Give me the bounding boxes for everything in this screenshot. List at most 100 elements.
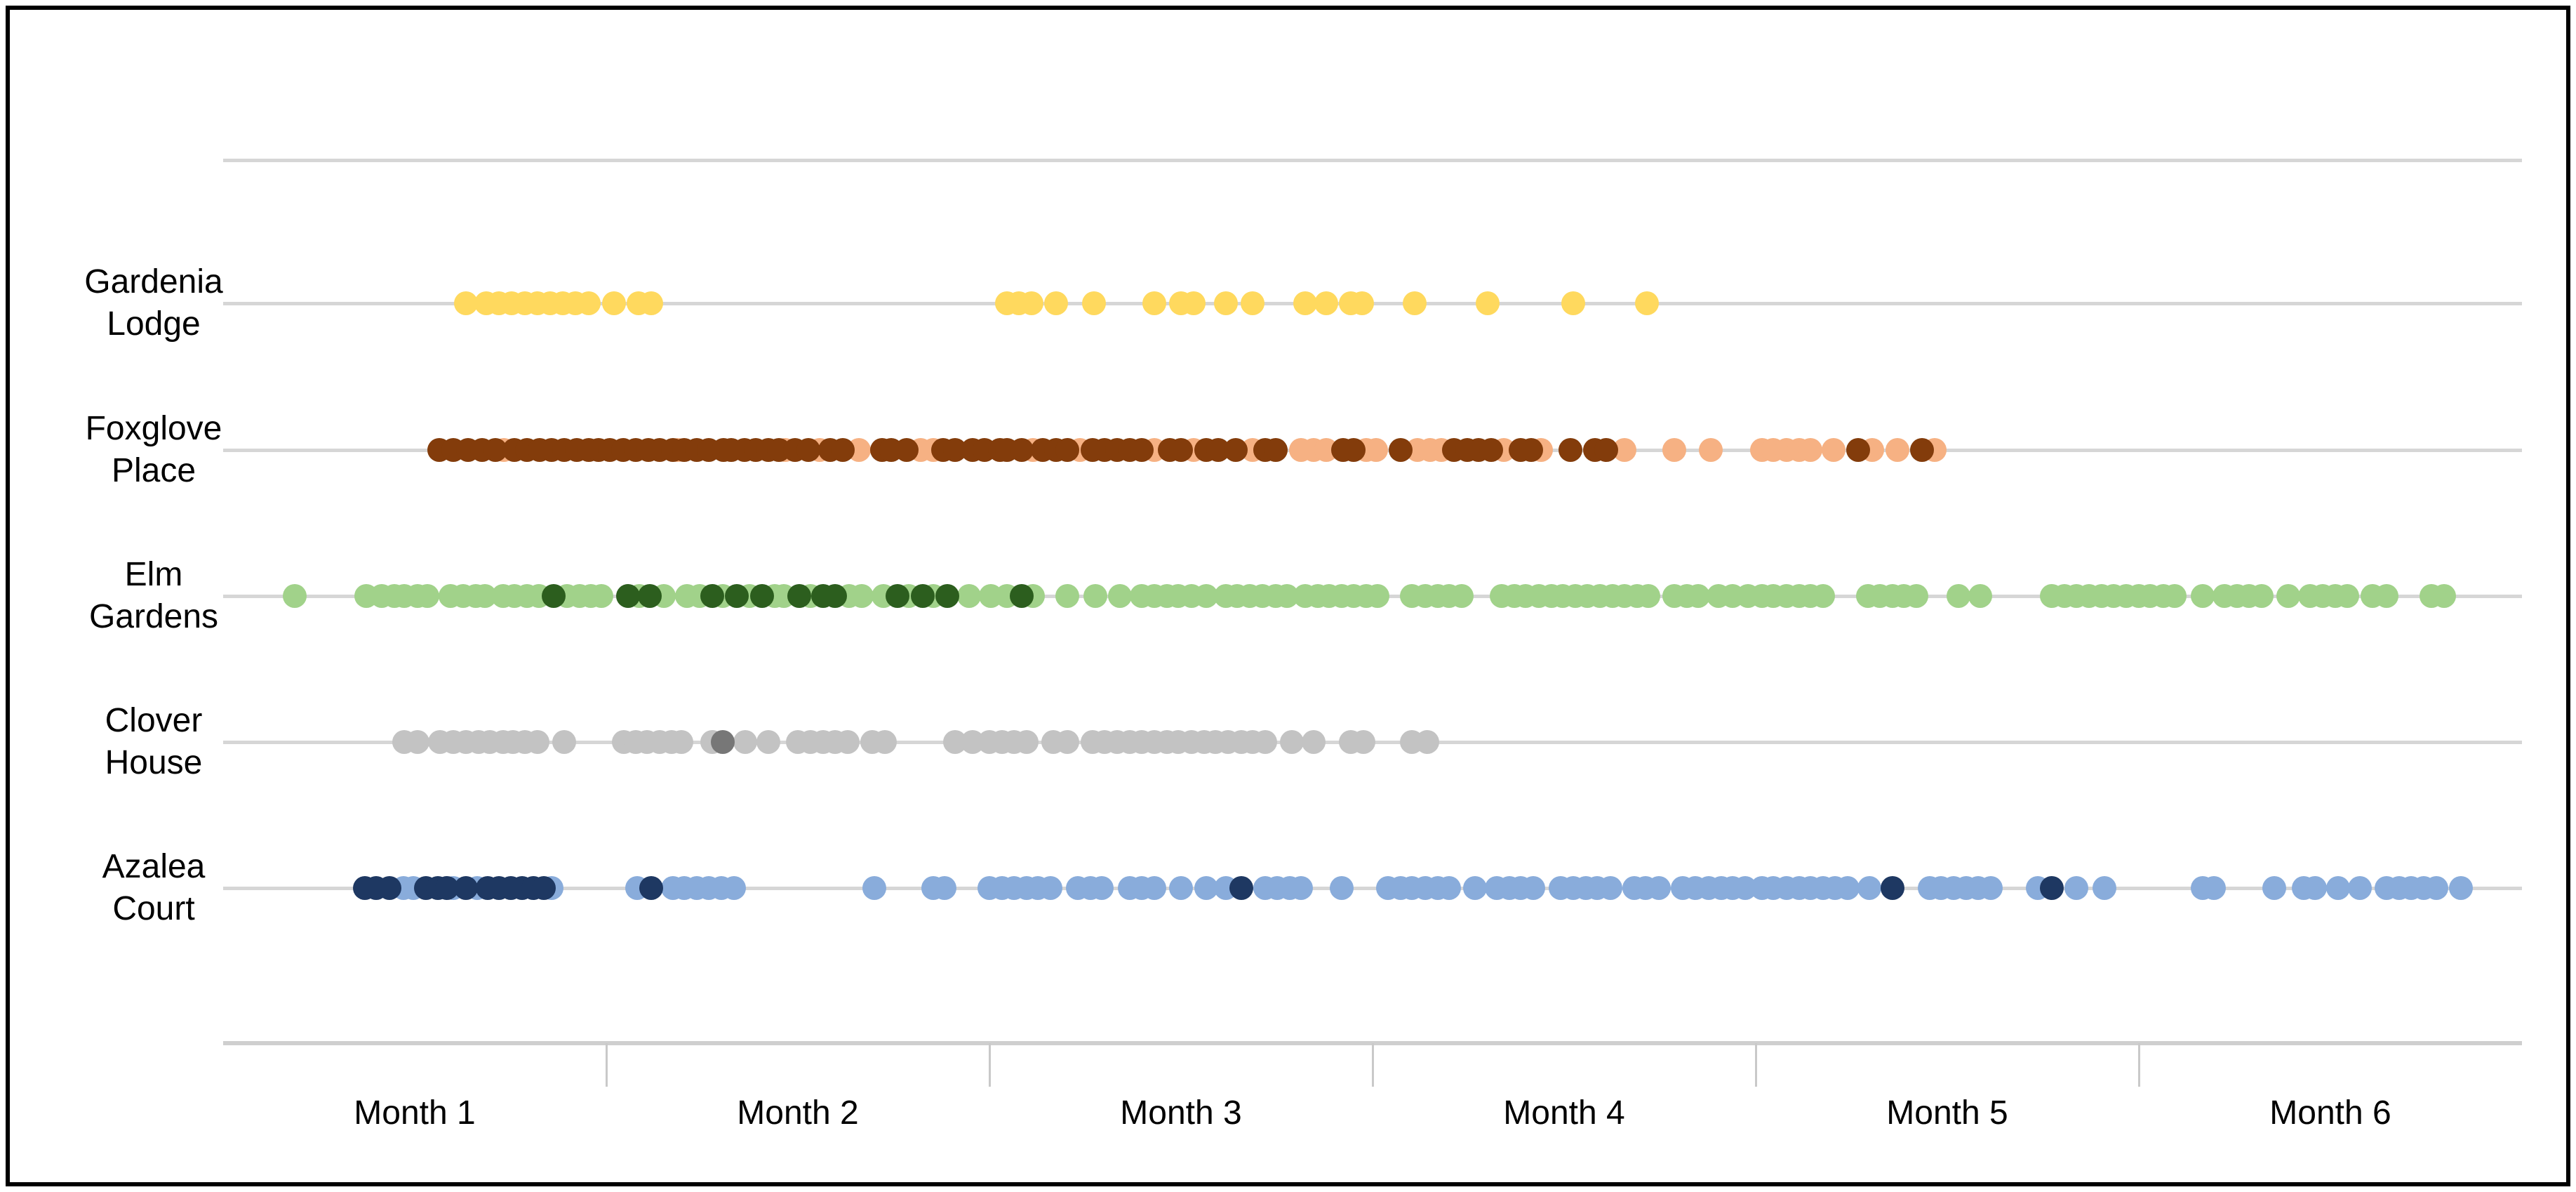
data-dot-dark-foxglove-place xyxy=(796,438,820,462)
data-dot-light-azalea-court xyxy=(1836,876,1860,900)
data-dot-light-azalea-court xyxy=(722,876,746,900)
data-dot-dark-elm-gardens xyxy=(822,584,847,608)
data-dot-light-foxglove-place xyxy=(1798,438,1823,462)
data-dot-light-clover-house xyxy=(525,730,549,754)
data-dot-light-azalea-court xyxy=(2347,876,2372,900)
data-dot-light-azalea-court xyxy=(2424,876,2449,900)
data-dot-dark-elm-gardens xyxy=(637,584,662,608)
data-dot-light-azalea-court xyxy=(1978,876,2003,900)
data-dot-light-gardenia-lodge xyxy=(1350,291,1375,315)
data-dot-light-gardenia-lodge xyxy=(1403,291,1427,315)
data-dot-light-gardenia-lodge xyxy=(639,291,663,315)
data-dot-light-elm-gardens xyxy=(1947,584,1971,608)
x-axis-tick xyxy=(1754,1043,1757,1087)
data-dot-light-elm-gardens xyxy=(282,584,307,608)
row-label-foxglove-place: Foxglove Place xyxy=(27,408,280,492)
data-dot-light-elm-gardens xyxy=(2375,584,2399,608)
data-dot-dark-elm-gardens xyxy=(885,584,909,608)
data-dot-light-azalea-court xyxy=(1598,876,1622,900)
data-dot-light-gardenia-lodge xyxy=(1475,291,1500,315)
data-dot-light-azalea-court xyxy=(2262,876,2286,900)
data-dot-light-gardenia-lodge xyxy=(1240,291,1264,315)
data-dot-dark-elm-gardens xyxy=(1009,584,1034,608)
data-dot-dark-azalea-court xyxy=(377,876,401,900)
data-dot-dark-foxglove-place xyxy=(1846,438,1870,462)
data-dot-dark-azalea-court xyxy=(2040,876,2064,900)
data-dot-light-clover-house xyxy=(1055,730,1080,754)
data-dot-light-clover-house xyxy=(1280,730,1304,754)
data-dot-light-azalea-court xyxy=(1169,876,1193,900)
data-dot-light-azalea-court xyxy=(2448,876,2473,900)
x-axis-label: Month 2 xyxy=(737,1094,859,1132)
data-dot-dark-azalea-court xyxy=(531,876,556,900)
data-dot-dark-foxglove-place xyxy=(1909,438,1934,462)
data-dot-light-azalea-court xyxy=(1039,876,1063,900)
data-dot-light-elm-gardens xyxy=(1686,584,1711,608)
data-dot-dark-elm-gardens xyxy=(935,584,959,608)
data-dot-dark-foxglove-place xyxy=(894,438,919,462)
row-label-gardenia-lodge: Gardenia Lodge xyxy=(27,261,280,345)
data-dot-light-azalea-court xyxy=(1289,876,1314,900)
row-label-line: Azalea xyxy=(102,848,206,885)
row-label-line: Foxglove xyxy=(85,410,222,447)
data-dot-dark-clover-house xyxy=(710,730,735,754)
data-dot-light-foxglove-place xyxy=(1886,438,1910,462)
data-dot-light-azalea-court xyxy=(1437,876,1462,900)
data-dot-light-elm-gardens xyxy=(2162,584,2187,608)
data-dot-light-azalea-court xyxy=(862,876,887,900)
data-dot-light-elm-gardens xyxy=(2335,584,2359,608)
data-dot-light-gardenia-lodge xyxy=(1635,291,1660,315)
data-dot-dark-foxglove-place xyxy=(1519,438,1543,462)
data-dot-dark-foxglove-place xyxy=(1009,438,1034,462)
data-dot-light-elm-gardens xyxy=(2249,584,2274,608)
data-dot-light-elm-gardens xyxy=(1366,584,1390,608)
data-dot-light-elm-gardens xyxy=(1904,584,1929,608)
row-label-line: Court xyxy=(112,890,195,927)
data-dot-light-gardenia-lodge xyxy=(601,291,626,315)
data-dot-light-elm-gardens xyxy=(956,584,981,608)
data-dot-light-gardenia-lodge xyxy=(1213,291,1238,315)
data-dot-dark-foxglove-place xyxy=(1479,438,1504,462)
data-dot-light-azalea-court xyxy=(1142,876,1166,900)
data-dot-light-elm-gardens xyxy=(1968,584,1993,608)
data-dot-light-azalea-court xyxy=(1090,876,1114,900)
top-gridline xyxy=(223,159,2522,162)
data-dot-light-gardenia-lodge xyxy=(453,291,478,315)
data-dot-light-elm-gardens xyxy=(850,584,874,608)
data-dot-light-elm-gardens xyxy=(1450,584,1474,608)
data-dot-dark-elm-gardens xyxy=(700,584,725,608)
row-label-line: Gardenia xyxy=(84,263,223,300)
x-axis-tick xyxy=(2137,1043,2140,1087)
data-dot-light-azalea-court xyxy=(2064,876,2088,900)
row-label-line: Elm xyxy=(124,556,183,593)
data-dot-light-azalea-court xyxy=(2303,876,2328,900)
row-label-line: Clover xyxy=(105,702,203,739)
data-dot-dark-foxglove-place xyxy=(1169,438,1193,462)
x-axis-label: Month 1 xyxy=(354,1094,476,1132)
row-label-line: Gardens xyxy=(88,598,219,635)
data-dot-light-foxglove-place xyxy=(1364,438,1389,462)
data-dot-light-clover-house xyxy=(1253,730,1278,754)
plot-area: Month 1 Month 2 Month 3 Month 4 Month 5 Month… xyxy=(10,10,2566,1182)
data-dot-light-azalea-court xyxy=(1857,876,1881,900)
x-axis-tick xyxy=(605,1043,608,1087)
data-dot-light-clover-house xyxy=(756,730,781,754)
x-axis-label: Month 6 xyxy=(2269,1094,2391,1132)
x-axis-label: Month 3 xyxy=(1120,1094,1242,1132)
data-dot-light-elm-gardens xyxy=(2276,584,2300,608)
data-dot-light-elm-gardens xyxy=(415,584,440,608)
chart-frame: Month 1 Month 2 Month 3 Month 4 Month 5 Month… xyxy=(6,6,2570,1186)
data-dot-dark-elm-gardens xyxy=(542,584,566,608)
x-axis-tick xyxy=(988,1043,991,1087)
data-dot-light-elm-gardens xyxy=(589,584,613,608)
data-dot-dark-elm-gardens xyxy=(787,584,811,608)
data-dot-dark-azalea-court xyxy=(1229,876,1253,900)
data-dot-light-foxglove-place xyxy=(1662,438,1686,462)
data-dot-light-elm-gardens xyxy=(1636,584,1661,608)
data-dot-dark-foxglove-place xyxy=(1559,438,1583,462)
data-dot-light-gardenia-lodge xyxy=(1182,291,1206,315)
data-dot-light-foxglove-place xyxy=(1822,438,1846,462)
data-dot-light-gardenia-lodge xyxy=(1082,291,1107,315)
data-dot-dark-foxglove-place xyxy=(830,438,855,462)
